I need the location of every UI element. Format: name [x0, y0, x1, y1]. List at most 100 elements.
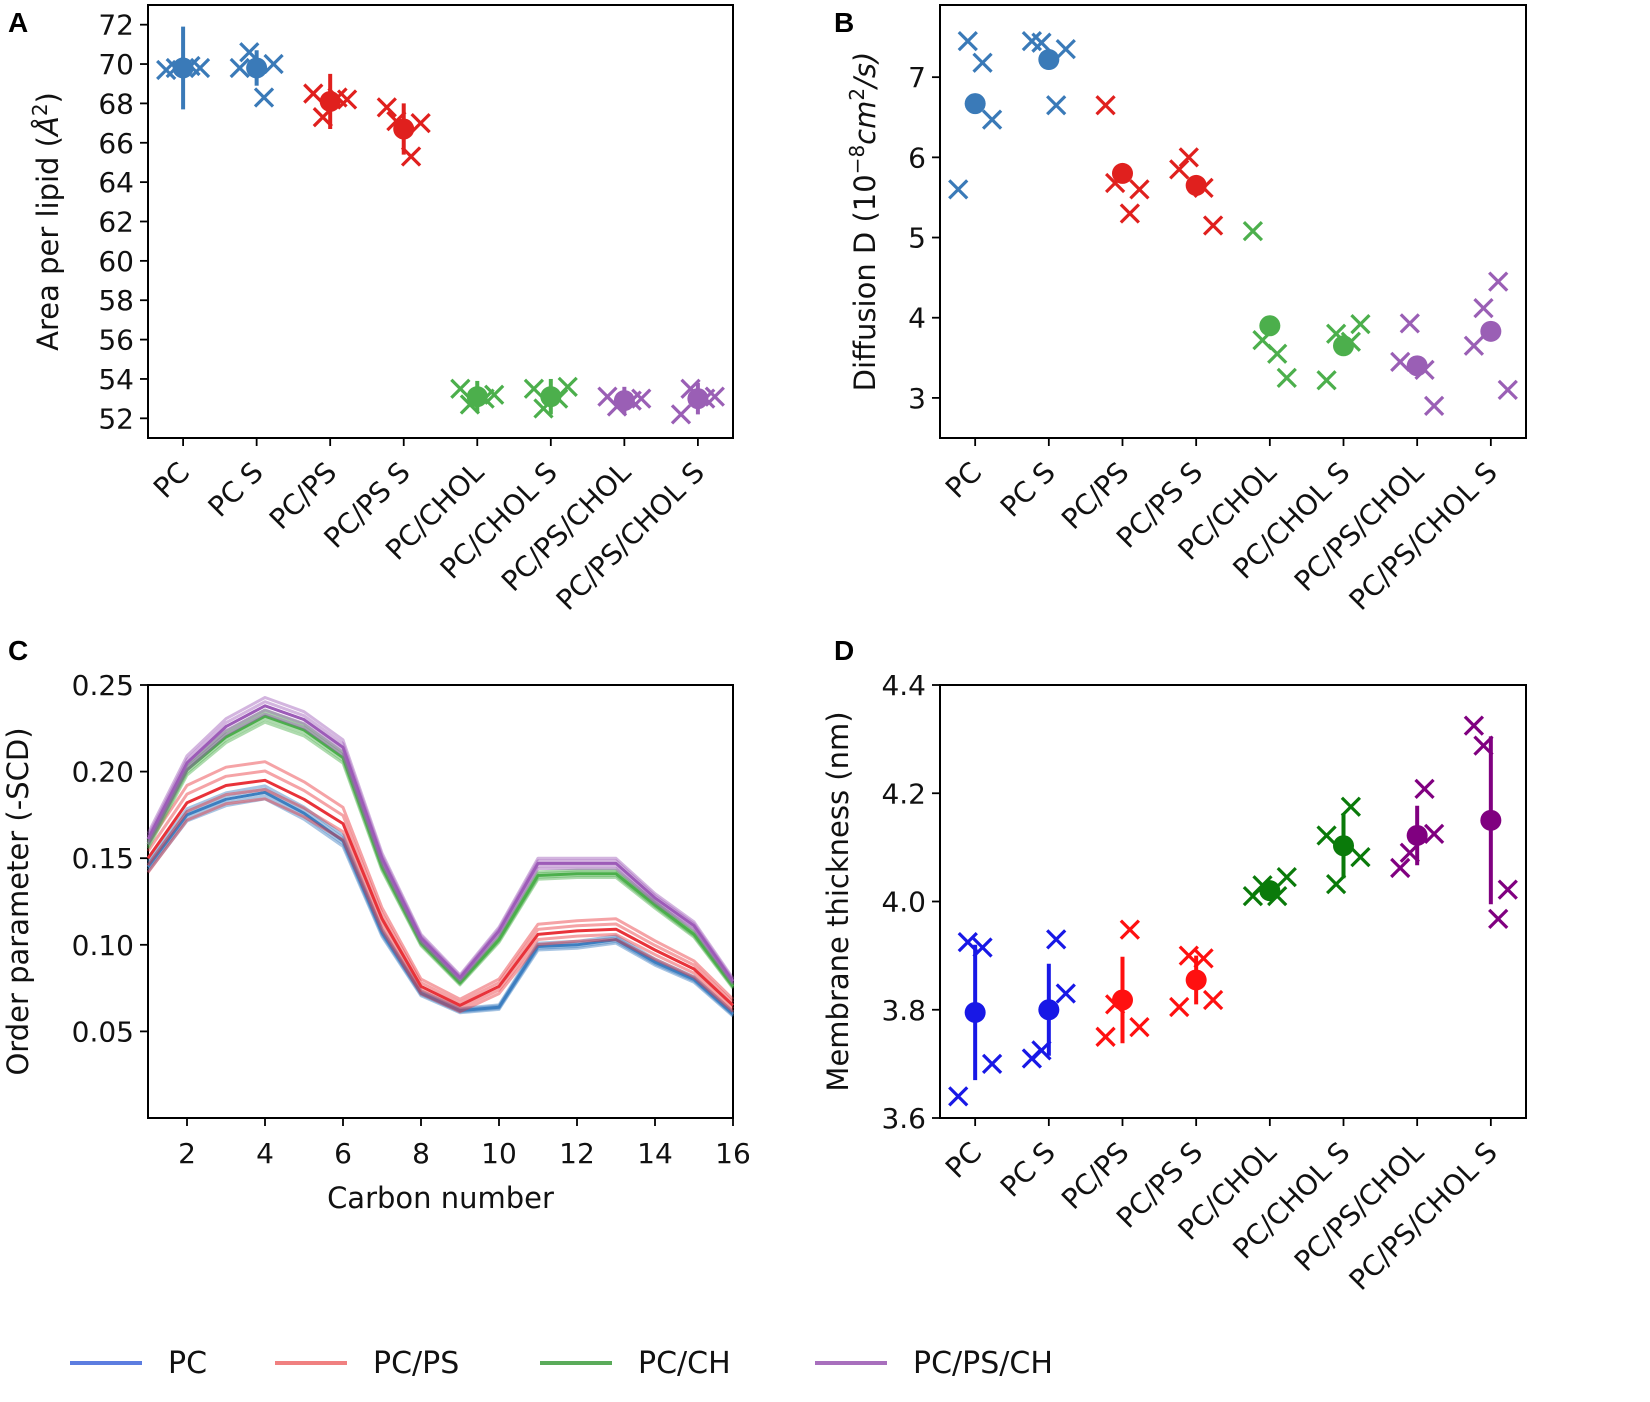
replicate-marker: [948, 179, 969, 200]
series-line: [146, 788, 735, 1010]
replicate-marker: [1031, 1040, 1052, 1061]
y-tick-label: 60: [98, 245, 134, 278]
replicate-marker: [189, 57, 211, 79]
y-tick-label: 64: [98, 166, 134, 199]
replicate-marker: [1055, 983, 1076, 1004]
series-line: [146, 760, 735, 1001]
legend-item: PC/PS: [275, 1346, 459, 1381]
y-tick-label: 4.0: [881, 886, 926, 919]
mean-marker: [687, 388, 709, 410]
mean-marker: [1111, 989, 1133, 1011]
replicate-marker: [1267, 343, 1288, 364]
mean-marker: [964, 1001, 986, 1023]
replicate-marker: [484, 384, 505, 405]
series-pc: [146, 784, 735, 1018]
y-tick-label: 4: [908, 302, 926, 335]
replicate-marker: [981, 1053, 1003, 1075]
replicate-marker: [1202, 215, 1224, 236]
replicate-marker: [336, 89, 358, 110]
replicate-marker: [1169, 159, 1190, 180]
legend-label: PC/PS/CH: [913, 1346, 1053, 1381]
y-tick-label: 52: [98, 402, 134, 435]
replicate-marker: [263, 53, 284, 75]
panel-letter: C: [8, 635, 28, 666]
replicate-marker: [1350, 846, 1371, 868]
replicate-marker: [1488, 908, 1509, 929]
series-line: [146, 797, 734, 1014]
replicate-marker: [631, 388, 652, 409]
legend-item: PC/CH: [540, 1346, 731, 1381]
y-tick-label: 6: [908, 141, 926, 174]
series-line: [146, 700, 735, 981]
series-line: [146, 778, 735, 1007]
mean-marker: [1259, 315, 1281, 337]
replicate-marker: [1129, 1016, 1150, 1038]
mean-marker: [393, 118, 415, 140]
mean-marker: [1038, 49, 1060, 71]
y-tick-label: 7: [908, 61, 926, 94]
series-line: [146, 704, 735, 983]
replicate-marker: [972, 52, 993, 73]
replicate-marker: [1276, 867, 1297, 888]
legend-label: PC: [168, 1346, 207, 1381]
series-line: [146, 769, 735, 1004]
series-line: [146, 712, 735, 985]
replicate-marker: [1497, 379, 1518, 401]
x-tick-label: 14: [637, 1137, 673, 1170]
series-pc-ps-ch: [146, 696, 735, 985]
replicate-marker: [1463, 335, 1485, 356]
replicate-marker: [1326, 874, 1347, 895]
replicate-marker: [1399, 313, 1420, 334]
mean-marker: [1333, 335, 1355, 357]
x-tick-label: 10: [481, 1137, 517, 1170]
replicate-marker: [1031, 32, 1052, 53]
replicate-marker: [957, 931, 978, 953]
replicate-marker: [400, 146, 422, 167]
x-tick-label: 6: [334, 1137, 352, 1170]
replicate-marker: [1399, 842, 1420, 863]
y-tick-label: 68: [98, 87, 134, 120]
series-line: [146, 797, 734, 1018]
y-tick-label: 70: [98, 48, 134, 81]
panel-letter: D: [834, 635, 854, 666]
panel-c-order-parameter: C 0.05 0.10 0.15 0.20 0.25 2 4 6 8 10 12 14 16 Carbon …: [1, 635, 751, 1215]
x-tick-label: 4: [256, 1137, 274, 1170]
y-tick-label: 54: [98, 363, 134, 396]
y-tick-label: 72: [98, 9, 134, 42]
y-tick-label: 0.05: [72, 1015, 134, 1048]
mean-marker: [319, 90, 341, 112]
mean-marker: [1333, 835, 1355, 857]
x-category-label: PC: [939, 1136, 988, 1185]
panel-letter: A: [8, 7, 28, 38]
legend-label: PC/PS: [373, 1346, 459, 1381]
replicate-marker: [704, 386, 725, 407]
replicate-marker: [1340, 796, 1362, 817]
replicate-marker: [1497, 879, 1518, 900]
x-category-label: PC: [147, 456, 196, 505]
replicate-marker: [1129, 179, 1150, 200]
replicate-marker: [1316, 370, 1337, 391]
replicate-marker: [1473, 735, 1494, 756]
y-tick-label: 5: [908, 222, 926, 255]
replicate-marker: [450, 378, 471, 399]
panel-letter: B: [834, 7, 854, 38]
line-series-group: [146, 696, 735, 1018]
y-tick-label: 3.8: [881, 994, 926, 1027]
y-axis-title: Order parameter (-SCD): [1, 727, 35, 1075]
replicate-marker: [253, 87, 275, 108]
replicate-marker: [1095, 95, 1116, 116]
replicate-marker: [1414, 778, 1435, 800]
mean-marker: [172, 57, 194, 79]
y-tick-label: 3: [908, 382, 926, 415]
y-tick-label: 62: [98, 206, 134, 239]
x-category-label: PC S: [994, 1136, 1062, 1204]
mean-marker: [1259, 880, 1281, 902]
replicate-marker: [1178, 147, 1199, 168]
replicate-marker: [972, 937, 993, 958]
replicate-marker: [1119, 919, 1140, 940]
x-category-label: PC S: [202, 456, 270, 524]
replicate-marker: [1242, 220, 1264, 242]
replicate-marker: [1350, 314, 1371, 335]
